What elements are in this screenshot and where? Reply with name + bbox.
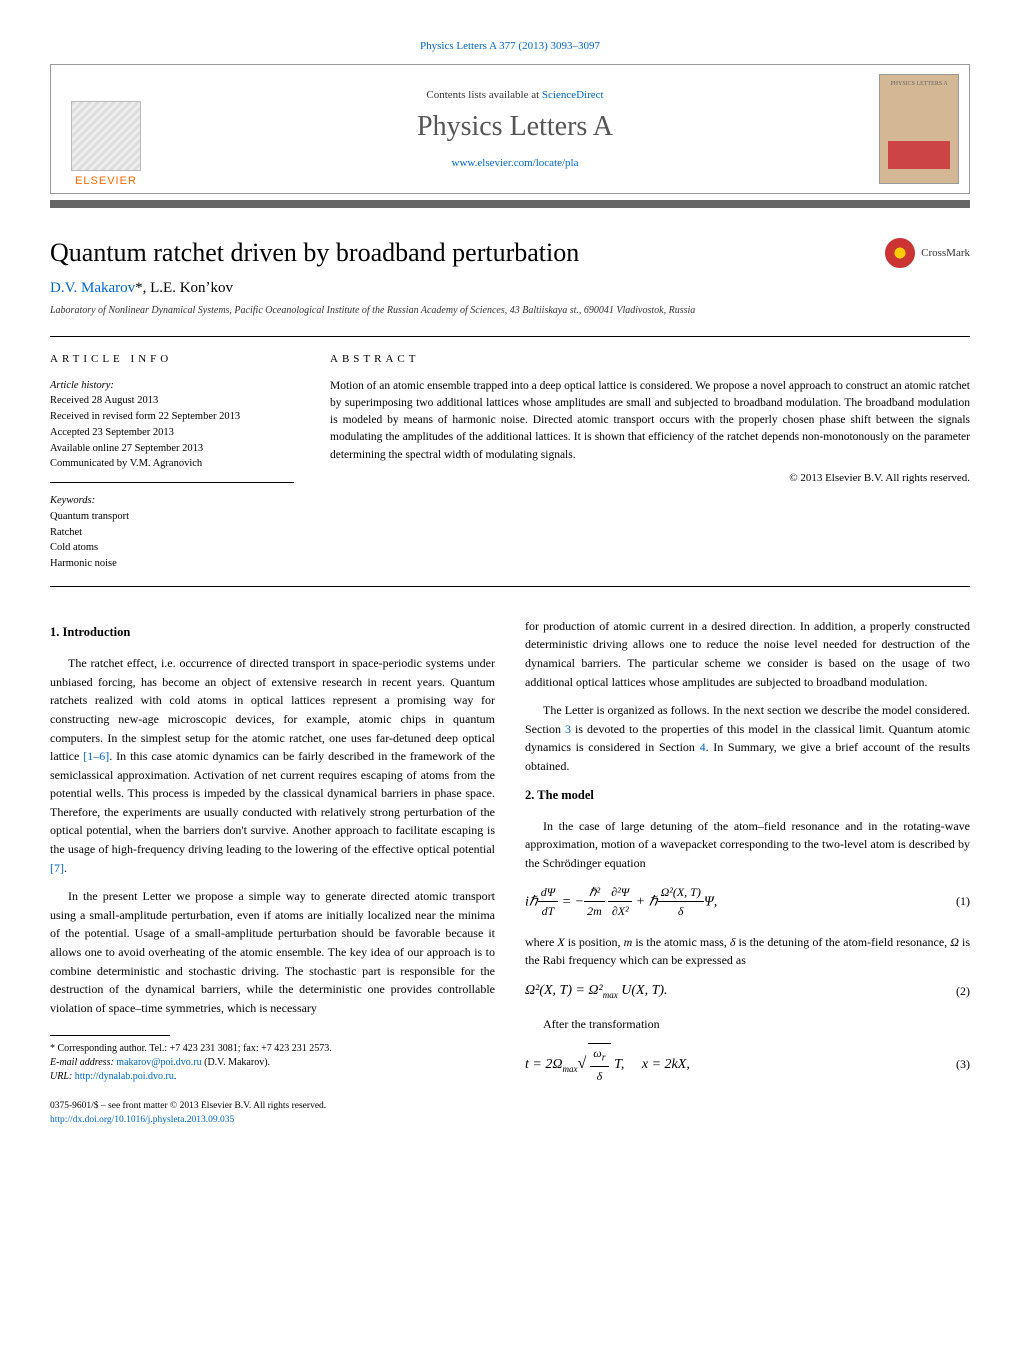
crossmark-icon: [885, 238, 915, 268]
ref-link-1-6[interactable]: [1–6]: [83, 749, 109, 763]
eq2-body: Ω²(X, T) = Ω²max U(X, T).: [525, 980, 668, 1003]
article-info: ARTICLE INFO Article history: Received 2…: [50, 337, 310, 586]
body-columns: 1. Introduction The ratchet effect, i.e.…: [50, 617, 970, 1127]
article-title: Quantum ratchet driven by broadband pert…: [50, 238, 579, 268]
equation-1: iℏdΨdT = −ℏ²2m ∂²Ψ∂X² + ℏΩ²(X, T)δΨ, (1): [525, 883, 970, 921]
equation-3: t = 2Ωmax√ωrδ T, x = 2kX, (3): [525, 1043, 970, 1085]
abstract-text: Motion of an atomic ensemble trapped int…: [330, 378, 970, 464]
author-sep: *,: [135, 280, 150, 296]
mp2d: is the detuning of the atom-field resona…: [735, 935, 950, 949]
cover-label: PHYSICS LETTERS A: [884, 81, 954, 87]
abstract: ABSTRACT Motion of an atomic ensemble tr…: [310, 337, 970, 586]
communicated: Communicated by V.M. Agranovich: [50, 456, 294, 472]
var-Omega: Ω: [950, 935, 959, 949]
info-heading: ARTICLE INFO: [50, 351, 294, 368]
publisher-name: ELSEVIER: [75, 175, 137, 187]
divider-bar: [50, 200, 970, 208]
info-abstract-block: ARTICLE INFO Article history: Received 2…: [50, 336, 970, 587]
cover-block: PHYSICS LETTERS A: [869, 65, 969, 193]
url-label: URL:: [50, 1071, 75, 1082]
eq2-number: (2): [956, 982, 970, 1001]
model-paragraph-3: After the transformation: [525, 1015, 970, 1034]
var-m: m: [624, 935, 633, 949]
journal-url: www.elsevier.com/locate/pla: [452, 157, 579, 169]
header-citation: Physics Letters A 377 (2013) 3093–3097: [50, 40, 970, 52]
accepted: Accepted 23 September 2013: [50, 425, 294, 441]
eq3-body: t = 2Ωmax√ωrδ T, x = 2kX,: [525, 1043, 690, 1085]
email-name: (D.V. Makarov).: [202, 1057, 270, 1068]
column-left: 1. Introduction The ratchet effect, i.e.…: [50, 617, 495, 1127]
bottom-meta: 0375-9601/$ – see front matter © 2013 El…: [50, 1100, 495, 1127]
citation-link[interactable]: Physics Letters A 377 (2013) 3093–3097: [420, 40, 600, 52]
crossmark-badge[interactable]: CrossMark: [885, 238, 970, 268]
intro-paragraph-2: In the present Letter we propose a simpl…: [50, 887, 495, 1017]
footnote-block: * Corresponding author. Tel.: +7 423 231…: [50, 1042, 495, 1084]
article-title-row: Quantum ratchet driven by broadband pert…: [50, 238, 970, 268]
col2-paragraph-1: for production of atomic current in a de…: [525, 617, 970, 691]
intro-p1b: . In this case atomic dynamics can be fa…: [50, 749, 495, 856]
cover-accent: [888, 141, 950, 169]
keywords-label: Keywords:: [50, 493, 294, 509]
mp2c: is the atomic mass,: [632, 935, 730, 949]
sciencedirect-link[interactable]: ScienceDirect: [542, 89, 604, 101]
mp2b: is position,: [565, 935, 624, 949]
eq3-number: (3): [956, 1055, 970, 1074]
abstract-copyright: © 2013 Elsevier B.V. All rights reserved…: [330, 470, 970, 487]
online: Available online 27 September 2013: [50, 441, 294, 457]
affiliation: Laboratory of Nonlinear Dynamical System…: [50, 305, 970, 316]
elsevier-logo-icon: [71, 101, 141, 171]
intro-p1c: .: [64, 861, 67, 875]
journal-cover-icon: PHYSICS LETTERS A: [879, 74, 959, 184]
mp2a: where: [525, 935, 557, 949]
section-1-heading: 1. Introduction: [50, 623, 495, 642]
email-link[interactable]: makarov@poi.dvo.ru: [116, 1057, 201, 1068]
author-link-1[interactable]: D.V. Makarov: [50, 280, 135, 296]
column-right: for production of atomic current in a de…: [525, 617, 970, 1127]
model-paragraph-1: In the case of large detuning of the ato…: [525, 817, 970, 873]
intro-paragraph-1: The ratchet effect, i.e. occurrence of d…: [50, 654, 495, 877]
corresponding-author: * Corresponding author. Tel.: +7 423 231…: [50, 1042, 495, 1056]
contents-prefix: Contents lists available at: [426, 89, 541, 101]
keyword-1: Quantum transport: [50, 509, 294, 525]
eq1-body: iℏdΨdT = −ℏ²2m ∂²Ψ∂X² + ℏΩ²(X, T)δΨ,: [525, 883, 717, 921]
section-2-heading: 2. The model: [525, 786, 970, 805]
footnote-separator: [50, 1035, 170, 1036]
url-line: URL: http://dynalab.poi.dvo.ru.: [50, 1070, 495, 1084]
eq1-number: (1): [956, 892, 970, 911]
crossmark-label: CrossMark: [921, 247, 970, 259]
history-label: Article history:: [50, 378, 294, 394]
revised: Received in revised form 22 September 20…: [50, 409, 294, 425]
publisher-block: ELSEVIER: [51, 65, 161, 193]
doi-link[interactable]: http://dx.doi.org/10.1016/j.physleta.201…: [50, 1115, 234, 1125]
var-X: X: [557, 935, 564, 949]
history-block: Article history: Received 28 August 2013…: [50, 378, 294, 484]
keyword-3: Cold atoms: [50, 540, 294, 556]
equation-2: Ω²(X, T) = Ω²max U(X, T). (2): [525, 980, 970, 1003]
keywords-block: Keywords: Quantum transport Ratchet Cold…: [50, 493, 294, 572]
col2-paragraph-2: The Letter is organized as follows. In t…: [525, 701, 970, 775]
keyword-2: Ratchet: [50, 525, 294, 541]
email-line: E-mail address: makarov@poi.dvo.ru (D.V.…: [50, 1056, 495, 1070]
received: Received 28 August 2013: [50, 393, 294, 409]
journal-name: Physics Letters A: [417, 111, 613, 143]
intro-p1a: The ratchet effect, i.e. occurrence of d…: [50, 656, 495, 763]
abstract-heading: ABSTRACT: [330, 351, 970, 368]
masthead-center: Contents lists available at ScienceDirec…: [161, 65, 869, 193]
author-2: L.E. Konʼkov: [150, 280, 233, 296]
contents-line: Contents lists available at ScienceDirec…: [426, 89, 603, 101]
url-link[interactable]: http://dynalab.poi.dvo.ru: [75, 1071, 174, 1082]
issn-line: 0375-9601/$ – see front matter © 2013 El…: [50, 1100, 495, 1113]
model-paragraph-2: where X is position, m is the atomic mas…: [525, 933, 970, 970]
journal-url-link[interactable]: www.elsevier.com/locate/pla: [452, 157, 579, 169]
ref-link-7[interactable]: [7]: [50, 861, 64, 875]
masthead: ELSEVIER Contents lists available at Sci…: [50, 64, 970, 194]
authors: D.V. Makarov*, L.E. Konʼkov: [50, 280, 970, 297]
email-label: E-mail address:: [50, 1057, 116, 1068]
keyword-4: Harmonic noise: [50, 556, 294, 572]
